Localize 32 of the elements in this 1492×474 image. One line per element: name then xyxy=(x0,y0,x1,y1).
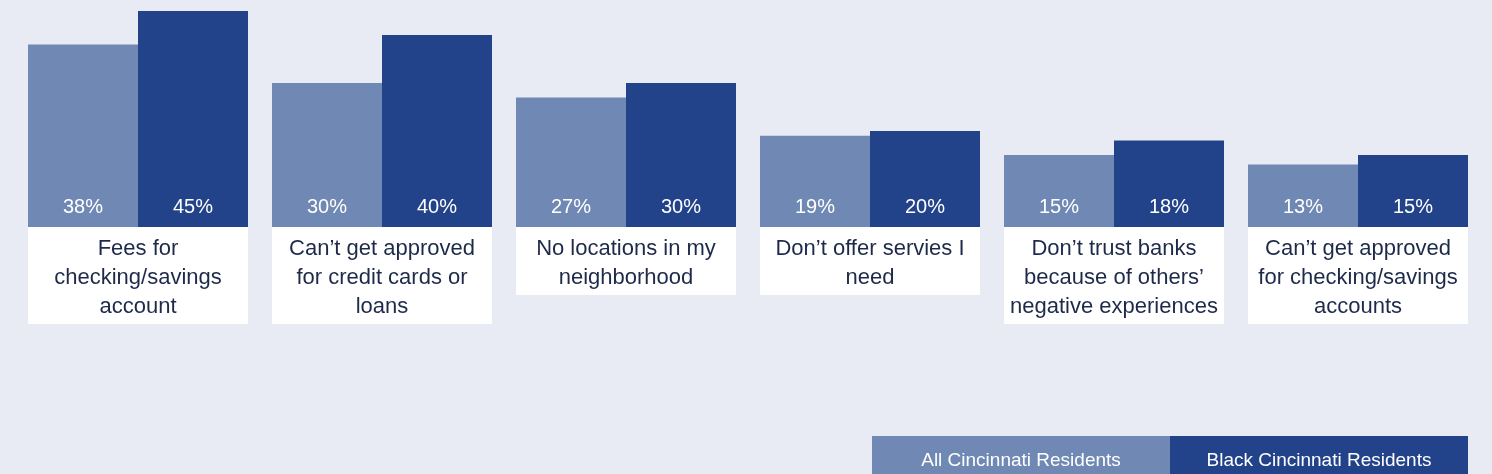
data-label: 13% xyxy=(1282,195,1324,217)
x-tick-label: Don’t offer servies I need xyxy=(760,227,980,295)
x-tick-label: Don’t trust banks because of others’ negative experiences xyxy=(1004,227,1224,324)
bar xyxy=(1114,140,1224,227)
bar xyxy=(760,135,870,227)
data-label: 18% xyxy=(1148,195,1190,217)
x-tick-label: Fees for checking/savings account xyxy=(28,227,248,324)
bar xyxy=(1248,164,1358,227)
text: Black Cincinnati Residents xyxy=(1170,436,1468,474)
data-label: 30% xyxy=(660,195,702,217)
x-tick-label: Can’t get approved for checking/savings accounts xyxy=(1248,227,1468,324)
x-tick-label: No locations in my neighborhood xyxy=(516,227,736,295)
data-label: 30% xyxy=(306,195,348,217)
data-label: 40% xyxy=(416,195,458,217)
bar xyxy=(1004,155,1114,227)
data-label: 38% xyxy=(62,195,104,217)
data-label: 20% xyxy=(904,195,946,217)
data-label: 15% xyxy=(1038,195,1080,217)
bar xyxy=(28,44,138,227)
bar xyxy=(272,83,382,227)
data-label: 19% xyxy=(794,195,836,217)
bar xyxy=(626,83,736,227)
data-label: 15% xyxy=(1392,195,1434,217)
bar xyxy=(516,97,626,227)
text: All Cincinnati Residents xyxy=(872,436,1170,474)
bar xyxy=(382,35,492,227)
data-label: 45% xyxy=(172,195,214,217)
bar xyxy=(1358,155,1468,227)
bar xyxy=(870,131,980,227)
x-tick-label: Can’t get approved for credit cards or loans xyxy=(272,227,492,324)
data-label: 27% xyxy=(550,195,592,217)
bar xyxy=(138,11,248,227)
